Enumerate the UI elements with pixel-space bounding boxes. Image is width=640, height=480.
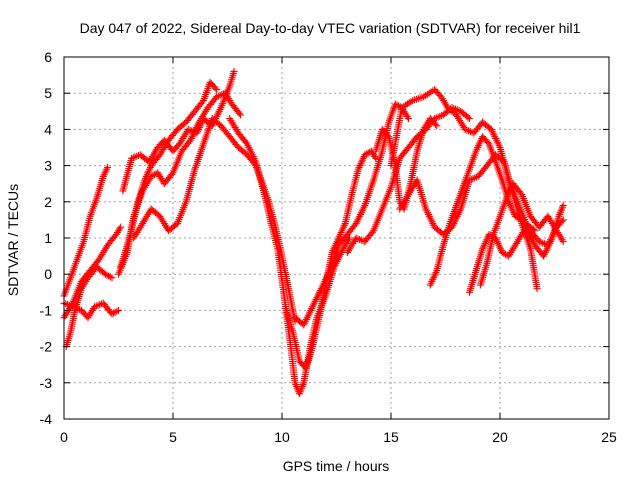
data-point-marker [72, 304, 80, 312]
data-series-sat-track-11 [291, 100, 412, 329]
data-point-marker [359, 237, 367, 245]
data-point-marker [211, 84, 219, 92]
x-tick-label: 5 [169, 429, 177, 445]
data-point-marker [216, 91, 224, 99]
data-point-marker [213, 93, 221, 101]
y-tick-label: 4 [44, 121, 52, 137]
data-point-marker [465, 115, 473, 123]
data-point-marker [106, 273, 114, 281]
data-series-sat-track-6 [119, 67, 238, 195]
y-tick-label: 3 [44, 158, 52, 174]
data-point-marker [537, 238, 545, 246]
y-tick-label: 6 [44, 49, 52, 65]
data-point-marker [464, 113, 472, 121]
x-axis-label: GPS time / hours [283, 458, 390, 474]
data-point-marker [468, 128, 476, 136]
data-series-sat-track-7 [115, 89, 245, 278]
data-point-marker [97, 300, 105, 308]
y-axis-label: SDTVAR / TECUs [5, 184, 21, 296]
data-point-marker [354, 235, 362, 243]
data-point-marker [69, 303, 77, 311]
data-point-marker [74, 305, 82, 313]
data-point-marker [469, 175, 477, 183]
data-point-marker [517, 189, 525, 197]
data-point-marker [356, 235, 364, 243]
y-tick-label: -4 [40, 411, 53, 427]
data-point-marker [432, 114, 440, 122]
data-point-marker [94, 301, 102, 309]
y-tick-label: 5 [44, 85, 52, 101]
data-point-marker [434, 113, 442, 121]
data-point-marker [117, 223, 125, 231]
data-point-marker [198, 98, 206, 106]
data-point-marker [184, 125, 192, 133]
data-point-marker [186, 126, 194, 134]
chart-title: Day 047 of 2022, Sidereal Day-to-day VTE… [80, 20, 581, 36]
data-series-sat-track-1 [60, 163, 112, 300]
data-point-marker [431, 120, 439, 128]
x-tick-label: 25 [601, 429, 617, 445]
data-point-marker [214, 92, 222, 100]
data-point-marker [65, 301, 73, 309]
y-tick-label: 1 [44, 230, 52, 246]
data-series-sat-track-3 [62, 263, 116, 351]
data-point-marker [168, 170, 176, 178]
data-point-marker [91, 303, 99, 311]
x-tick-label: 10 [274, 429, 290, 445]
x-tick-label: 15 [383, 429, 399, 445]
data-point-marker [436, 112, 444, 120]
data-series-sat-track-17 [476, 180, 567, 289]
data-point-marker [235, 109, 243, 117]
tick-labels: 0 5 10 15 20 25 -4 -3 -2 -1 0 1 2 3 4 5 6 [40, 49, 617, 445]
data-point-marker [70, 304, 78, 312]
data-point-marker [535, 238, 543, 246]
data-point-marker [128, 154, 136, 162]
data-point-marker [92, 302, 100, 310]
data-point-marker [539, 239, 547, 247]
data-series-sat-track-18 [372, 115, 441, 213]
data-series-sat-track-9 [226, 115, 354, 398]
data-point-marker [433, 122, 441, 130]
data-point-marker [129, 154, 137, 162]
y-tick-label: 0 [44, 266, 52, 282]
y-tick-label: -3 [40, 375, 53, 391]
data-point-marker [368, 228, 376, 236]
data-series-sat-track-4 [60, 299, 122, 322]
data-point-marker [67, 302, 75, 310]
data-point-marker [384, 131, 392, 139]
data-point-marker [559, 201, 567, 209]
data-point-marker [559, 238, 567, 246]
data-point-marker [108, 274, 116, 282]
y-tick-label: 2 [44, 194, 52, 210]
tick-marks [63, 56, 610, 420]
data-point-marker [558, 217, 566, 225]
x-tick-label: 0 [60, 429, 68, 445]
data-point-marker [463, 126, 471, 134]
data-point-marker [213, 86, 221, 94]
data-point-marker [230, 67, 238, 75]
data-point-marker [533, 285, 541, 293]
data-point-marker [453, 106, 461, 114]
data-point-marker [404, 115, 412, 123]
data-layer [60, 67, 567, 398]
data-point-marker [131, 153, 139, 161]
data-series-sat-track-15 [426, 133, 567, 289]
y-tick-label: -2 [40, 339, 53, 355]
x-tick-label: 20 [492, 429, 508, 445]
data-point-marker [104, 163, 112, 171]
data-point-marker [115, 306, 122, 314]
data-point-marker [372, 154, 380, 162]
data-point-marker [352, 234, 360, 242]
y-tick-label: -1 [40, 302, 53, 318]
data-point-marker [471, 174, 479, 182]
data-point-marker [465, 127, 473, 135]
data-point-marker [113, 307, 121, 315]
data-point-marker [62, 300, 70, 308]
data-point-marker [237, 111, 245, 119]
data-point-marker [63, 301, 71, 309]
data-point-marker [461, 125, 469, 133]
